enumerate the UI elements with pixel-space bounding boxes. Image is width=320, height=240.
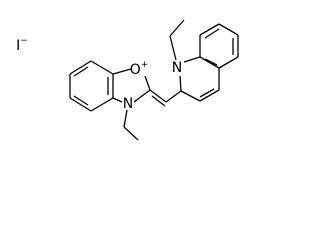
atom-symbol: O: [130, 62, 141, 78]
molecule-diagram: I− O+ N N: [16, 19, 239, 141]
atom-label: O+: [130, 60, 149, 79]
counterion: I−: [16, 36, 28, 55]
charge: −: [20, 36, 28, 46]
atom-symbol: I: [16, 38, 20, 54]
bonds: [69, 19, 239, 141]
charge: +: [141, 60, 149, 70]
atom-label: N: [123, 96, 133, 112]
atom-label: N: [172, 60, 182, 76]
